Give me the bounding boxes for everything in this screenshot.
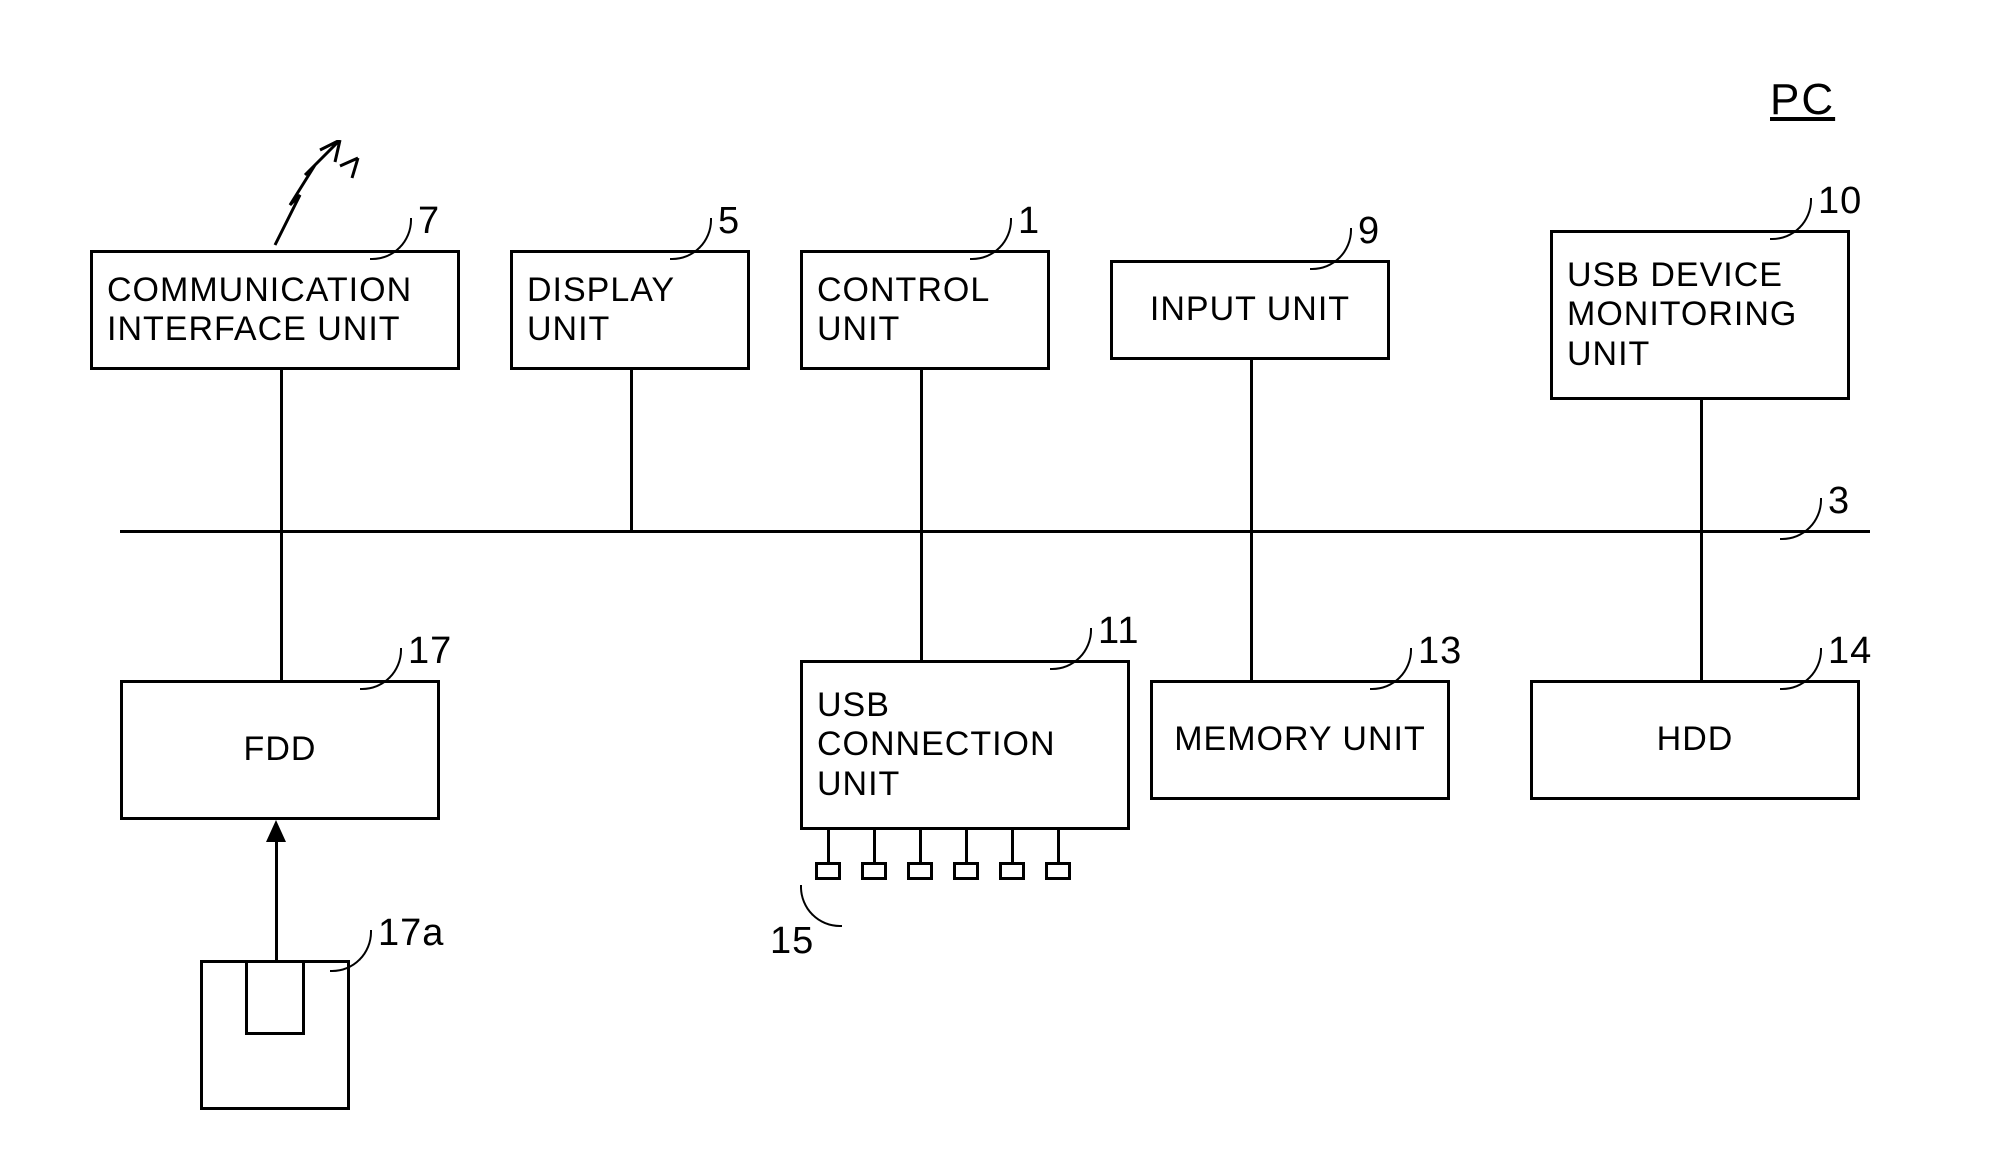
usb-port-icon: [907, 862, 933, 880]
usb-port-stem: [827, 830, 830, 862]
pc-label: PC: [1770, 75, 1835, 125]
usb-port-stem: [919, 830, 922, 862]
floppy-arrow-shaft: [275, 838, 278, 960]
ref-leader-floppy: [330, 930, 372, 972]
diagram-canvas: PC 3 COMMUNICATION INTERFACE UNIT 7 DISP…: [0, 0, 1990, 1173]
ref-comm: 7: [418, 200, 440, 243]
block-display: DISPLAY UNIT: [510, 250, 750, 370]
ref-input: 9: [1358, 210, 1380, 253]
block-input-label: INPUT UNIT: [1127, 290, 1373, 329]
rise-usbconn: [920, 530, 923, 660]
ref-display: 5: [718, 200, 740, 243]
rise-fdd: [280, 530, 283, 680]
block-control: CONTROL UNIT: [800, 250, 1050, 370]
drop-display: [630, 370, 633, 530]
usb-port-stem: [1011, 830, 1014, 862]
block-usbconn-label: USB CONNECTION UNIT: [817, 686, 1056, 803]
drop-usbmon: [1700, 400, 1703, 530]
block-input: INPUT UNIT: [1110, 260, 1390, 360]
ref-control: 1: [1018, 200, 1040, 243]
floppy-arrowhead-icon: [266, 820, 286, 842]
block-usb-connection: USB CONNECTION UNIT: [800, 660, 1130, 830]
block-control-label: CONTROL UNIT: [817, 271, 990, 349]
drop-comm: [280, 370, 283, 530]
rise-hdd: [1700, 530, 1703, 680]
floppy-disk-shutter-icon: [245, 960, 305, 1035]
ref-floppy: 17a: [378, 912, 444, 955]
ref-memory: 13: [1418, 630, 1462, 673]
usb-port-icon: [953, 862, 979, 880]
drop-input: [1250, 360, 1253, 530]
usb-port-stem: [965, 830, 968, 862]
block-memory-label: MEMORY UNIT: [1167, 720, 1433, 759]
block-comm-interface: COMMUNICATION INTERFACE UNIT: [90, 250, 460, 370]
ref-hdd: 14: [1828, 630, 1872, 673]
ref-usbconn: 11: [1098, 610, 1139, 653]
usb-port-icon: [861, 862, 887, 880]
ref-fdd: 17: [408, 630, 452, 673]
usb-port-icon: [1045, 862, 1071, 880]
block-usb-monitor: USB DEVICE MONITORING UNIT: [1550, 230, 1850, 400]
block-usbmon-label: USB DEVICE MONITORING UNIT: [1567, 256, 1797, 373]
block-display-label: DISPLAY UNIT: [527, 271, 675, 349]
block-hdd: HDD: [1530, 680, 1860, 800]
block-comm-label: COMMUNICATION INTERFACE UNIT: [107, 271, 412, 349]
block-fdd-label: FDD: [137, 730, 423, 769]
block-hdd-label: HDD: [1547, 720, 1843, 759]
drop-control: [920, 370, 923, 530]
usb-port-icon: [815, 862, 841, 880]
usb-port-stem: [873, 830, 876, 862]
usb-port-icon: [999, 862, 1025, 880]
bus-ref-leader: [1780, 498, 1822, 540]
bus-ref: 3: [1828, 480, 1850, 523]
antenna-icon: [260, 140, 380, 250]
ref-usbmon: 10: [1818, 180, 1862, 223]
ref-usbports: 15: [770, 920, 814, 963]
block-memory: MEMORY UNIT: [1150, 680, 1450, 800]
rise-memory: [1250, 530, 1253, 680]
usb-port-stem: [1057, 830, 1060, 862]
block-fdd: FDD: [120, 680, 440, 820]
bus-line: [120, 530, 1870, 533]
